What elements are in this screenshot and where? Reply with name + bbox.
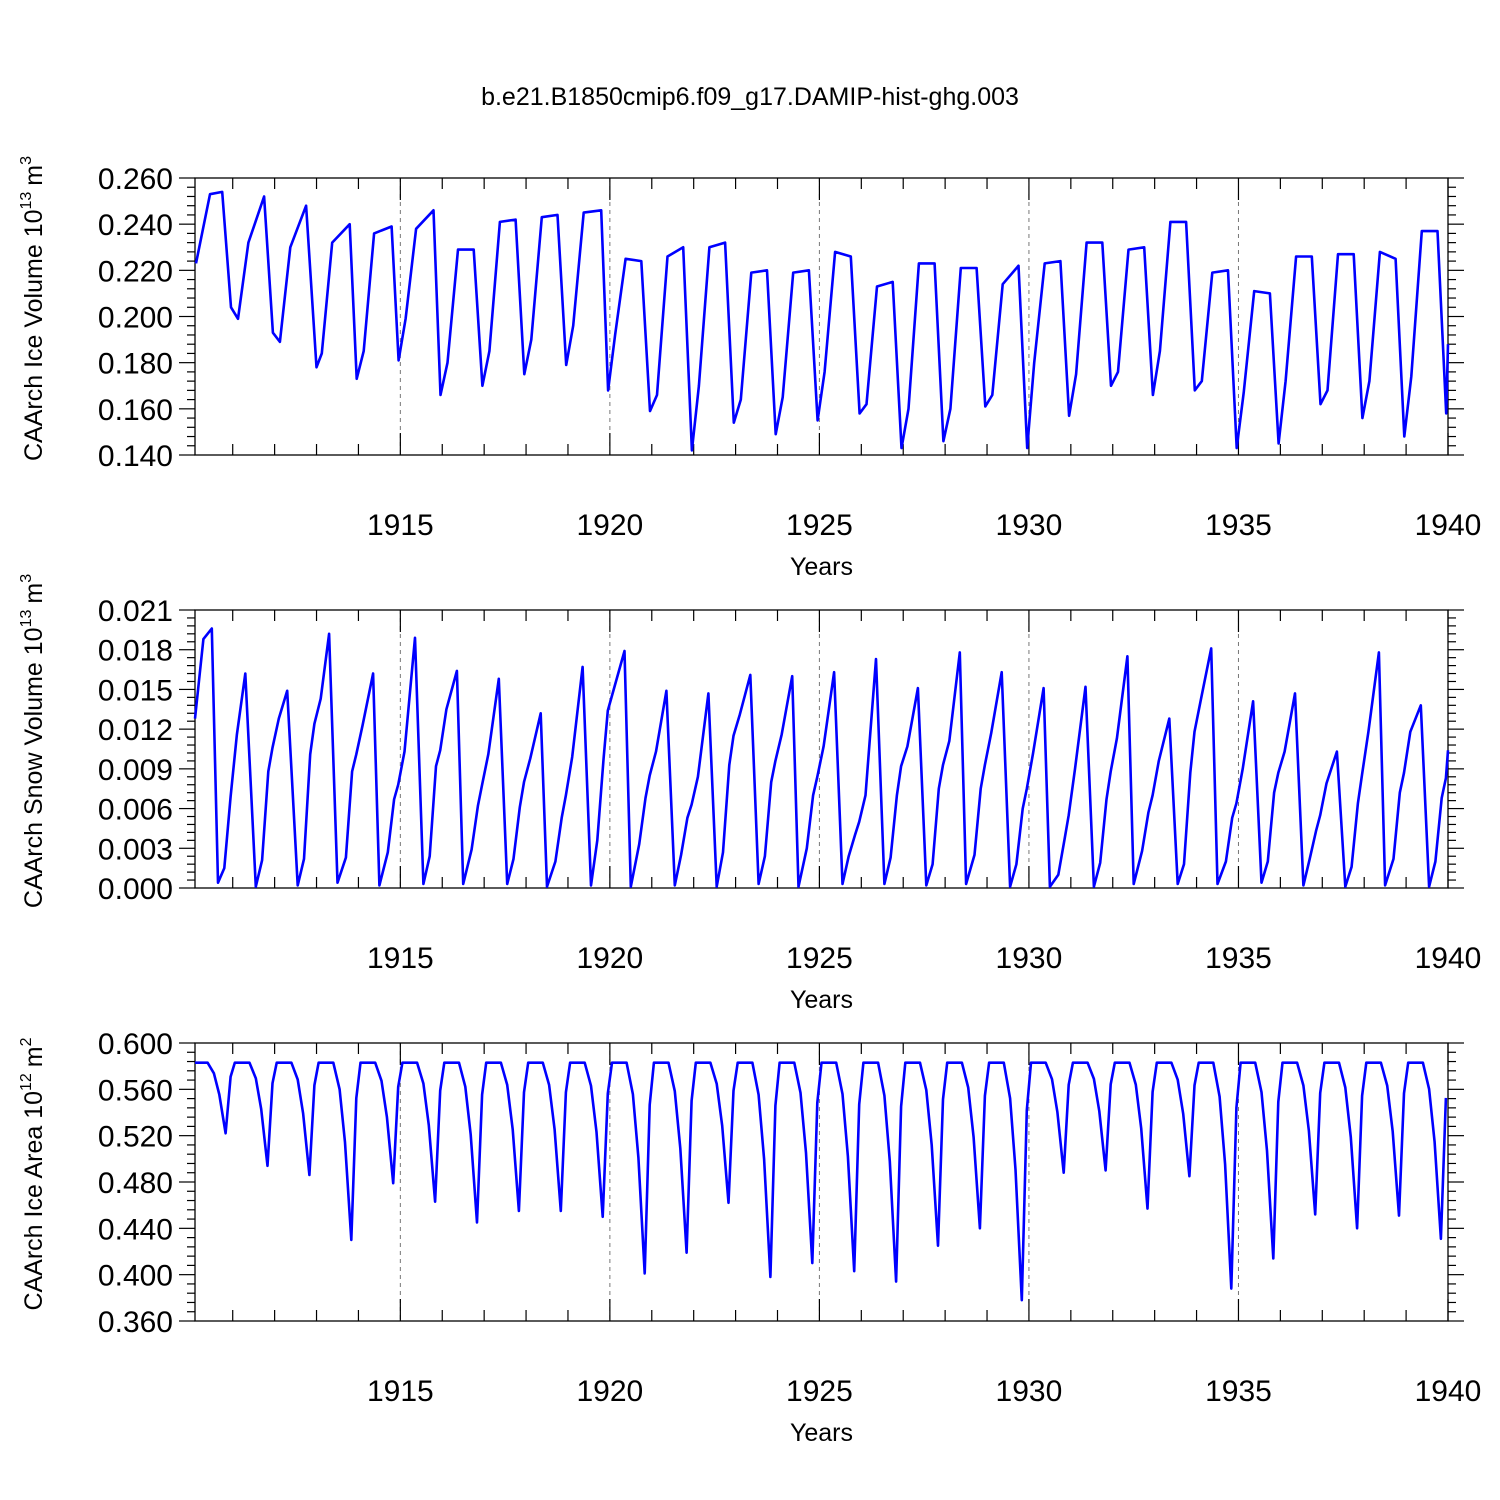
y-tick-label: 0.260 [98,163,173,196]
y-tick-label: 0.560 [98,1074,173,1107]
y-axis-exponent: 13 [18,610,35,628]
x-tick-label: 1920 [576,942,643,975]
chart-panels: 1915 1920 1925 1930 1935 1940 0.260 0.240 0.220 0… [18,156,1481,1447]
y-axis-title: CAArch Ice Volume 1013 m3 [18,156,48,461]
x-tick-label: 1915 [367,509,434,542]
x-tick-label: 1935 [1205,1375,1272,1408]
y-axis-unit: m [20,583,48,604]
x-tick-label: 1915 [367,1375,434,1408]
x-tick-label: 1935 [1205,942,1272,975]
y-tick-label: 0.600 [98,1028,173,1061]
y-axis-unit: m [20,1046,48,1067]
y-tick-label: 0.015 [98,674,173,707]
x-tick-label: 1925 [786,1375,853,1408]
x-tick-label: 1925 [786,942,853,975]
x-tick-label: 1940 [1415,509,1482,542]
x-tick-label: 1920 [576,1375,643,1408]
y-tick-label: 0.480 [98,1167,173,1200]
x-axis-title: Years [790,1419,853,1447]
y-axis-title-text: CAArch Snow Volume 10 [20,627,48,908]
y-axis-title-text: CAArch Ice Volume 10 [20,210,48,462]
y-tick-label: 0.018 [98,635,173,668]
series-line-2 [193,627,1450,888]
y-tick-label: 0.140 [98,440,173,473]
plot-frame [194,177,1449,456]
y-tick-label: 0.440 [98,1213,173,1246]
y-axis-exponent: 13 [18,192,35,210]
y-tick-label: 0.160 [98,394,173,427]
plot-frame [194,609,1449,889]
series-line-1 [194,190,1450,452]
y-tick-label: 0.180 [98,348,173,381]
y-tick-label: 0.012 [98,714,173,747]
x-tick-label: 1935 [1205,509,1272,542]
y-tick-label: 0.400 [98,1260,173,1293]
y-tick-label: 0.360 [98,1306,173,1339]
x-tick-label: 1930 [996,1375,1063,1408]
y-tick-label: 0.220 [98,255,173,288]
y-tick-label: 0.240 [98,209,173,242]
y-tick-label: 0.003 [98,833,173,866]
x-tick-label: 1930 [996,942,1063,975]
y-axis-unit-power: 3 [18,574,35,583]
x-tick-label: 1915 [367,942,434,975]
x-axis-title: Years [790,553,853,581]
series-line-3 [195,1061,1448,1302]
panel-1: 1915 1920 1925 1930 1935 1940 0.260 0.240 0.220 0… [18,156,1481,581]
y-tick-label: 0.520 [98,1121,173,1154]
y-tick-label: 0.009 [98,754,173,787]
panel-3: 1915 1920 1925 1930 1935 1940 0.600 0.560 0.520 0… [18,1028,1481,1447]
y-axis-unit-power: 2 [18,1037,35,1046]
x-tick-label: 1940 [1415,942,1482,975]
y-axis-unit-power: 3 [18,156,35,165]
x-tick-label: 1920 [576,509,643,542]
panel-2: 1915 1920 1925 1930 1935 1940 0.021 0.018 0.015 0… [18,574,1481,1014]
y-tick-label: 0.200 [98,302,173,335]
y-tick-label: 0.000 [98,873,173,906]
x-tick-label: 1925 [786,509,853,542]
y-axis-exponent: 12 [18,1073,35,1091]
y-axis-title: CAArch Snow Volume 1013 m3 [18,574,48,908]
y-axis-title-text: CAArch Ice Area 10 [20,1091,48,1311]
x-tick-label: 1940 [1415,1375,1482,1408]
y-tick-label: 0.006 [98,794,173,827]
y-tick-label: 0.021 [98,595,173,628]
y-axis-title: CAArch Ice Area 1012 m2 [18,1037,48,1310]
y-axis-unit: m [20,165,48,186]
chart-title: b.e21.B1850cmip6.f09_g17.DAMIP-hist-ghg.… [481,83,1019,111]
x-axis-title: Years [790,986,853,1014]
x-tick-label: 1930 [996,509,1063,542]
